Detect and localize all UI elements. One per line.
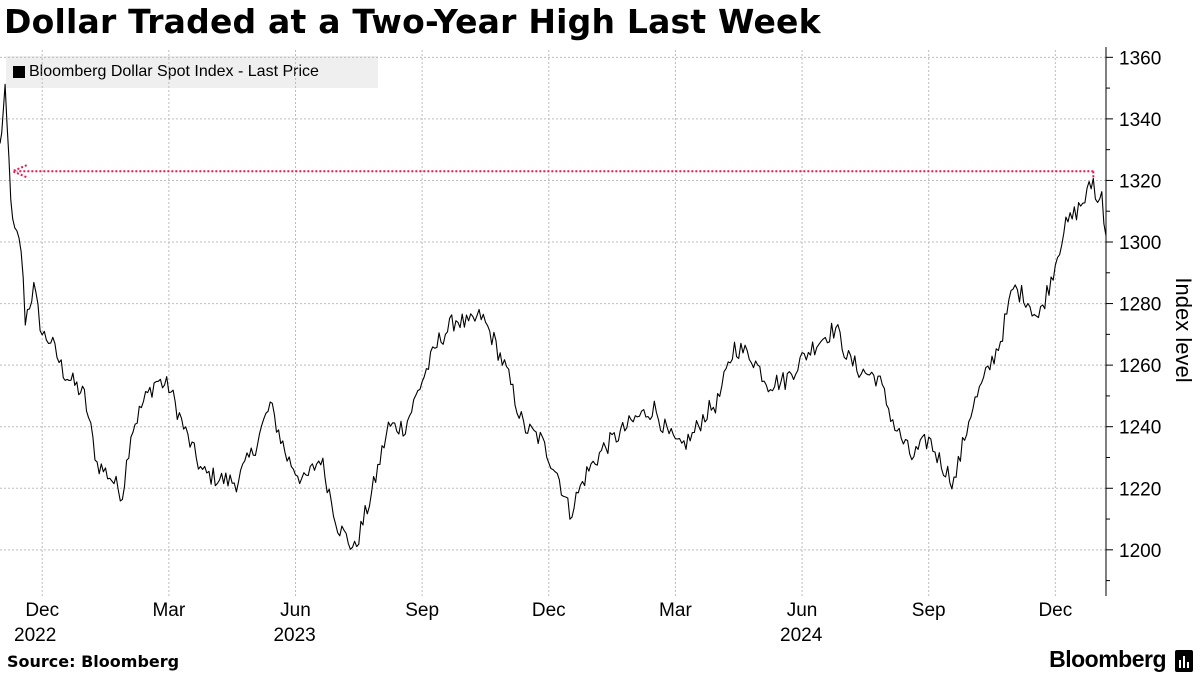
x-tick-label: Dec [532, 600, 566, 621]
brand-logo: Bloomberg [1049, 646, 1166, 672]
source-note: Source: Bloomberg [7, 652, 180, 671]
x-tick-label: Jun [787, 600, 818, 621]
y-tick-label: 1340 [1119, 110, 1161, 131]
x-year-label: 2023 [273, 625, 315, 646]
bloomberg-bars-icon [1175, 650, 1193, 672]
x-tick-label: Mar [152, 600, 185, 621]
legend: Bloomberg Dollar Spot Index - Last Price [6, 56, 378, 88]
chart-title: Dollar Traded at a Two-Year High Last We… [4, 2, 821, 41]
dollar-index-line [0, 83, 1107, 550]
x-tick-label: Dec [25, 600, 59, 621]
y-tick-label: 1300 [1119, 233, 1161, 254]
x-tick-label: Mar [659, 600, 692, 621]
legend-swatch [13, 66, 25, 78]
series-line [0, 83, 1107, 550]
gridlines [0, 50, 1106, 596]
reference-arrow-head [10, 164, 28, 179]
y-tick-label: 1240 [1119, 418, 1161, 439]
y-tick-label: 1360 [1119, 48, 1161, 69]
y-tick-label: 1200 [1119, 541, 1161, 562]
legend-label: Bloomberg Dollar Spot Index - Last Price [29, 63, 319, 80]
x-year-label: 2022 [14, 625, 56, 646]
y-tick-label: 1320 [1119, 171, 1161, 192]
y-tick-label: 1220 [1119, 479, 1161, 500]
y-axis: 1200 1220 1240 1260 1280 1300 1320 1340 1360 [1105, 47, 1161, 596]
y-tick-label: 1280 [1119, 295, 1161, 316]
y-tick-label: 1260 [1119, 356, 1161, 377]
x-tick-label: Sep [405, 600, 439, 621]
y-axis-label: Index level [1171, 277, 1196, 382]
x-tick-label: Sep [912, 600, 946, 621]
x-tick-label: Dec [1038, 600, 1072, 621]
x-year-label: 2024 [780, 625, 823, 646]
annotation [10, 164, 1095, 179]
x-axis: Dec Mar Jun Sep Dec Mar Jun Sep Dec 2022 2023 2024 [14, 600, 1072, 646]
x-tick-label: Jun [280, 600, 311, 621]
